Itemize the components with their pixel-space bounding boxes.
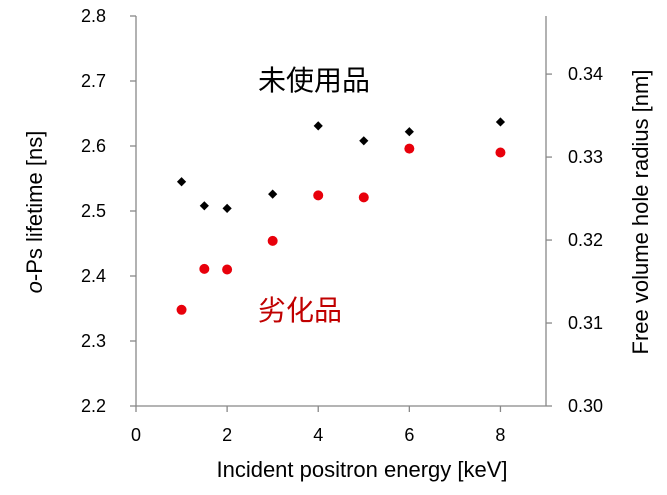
- y-axis-left-title-rest: -Ps lifetime [ns]: [22, 131, 47, 281]
- y-right-tick-label: 0.34: [568, 64, 603, 84]
- circle-point: [495, 147, 506, 158]
- y-axis-left-title: o-Ps lifetime [ns]: [22, 131, 47, 294]
- annotation-degraded: 劣化品: [258, 294, 342, 327]
- y-left-tick-label: 2.2: [81, 396, 106, 416]
- y-left-tick-label: 2.3: [81, 331, 106, 351]
- diamond-point: [359, 136, 369, 146]
- x-ticks: 0 2 4 6 8: [131, 406, 505, 445]
- circle-point: [313, 190, 324, 201]
- diamond-point: [313, 121, 323, 131]
- diamond-point: [199, 201, 209, 211]
- diamond-point: [495, 117, 506, 127]
- y-left-tick-label: 2.7: [81, 71, 106, 91]
- x-tick-label: 8: [495, 425, 505, 445]
- diamond-point: [404, 127, 414, 137]
- y-right-tick-label: 0.32: [568, 230, 603, 250]
- y-right-tick-label: 0.30: [568, 396, 603, 416]
- diamond-point: [222, 203, 232, 213]
- y-right-ticks: 0.30 0.31 0.32 0.33 0.34: [546, 64, 603, 416]
- x-tick-label: 2: [222, 425, 232, 445]
- circle-point: [199, 263, 210, 274]
- circle-point: [358, 192, 369, 203]
- x-tick-label: 6: [404, 425, 414, 445]
- circle-point: [222, 264, 233, 275]
- circle-point: [404, 143, 415, 154]
- diamond-point: [268, 189, 278, 199]
- circle-point: [176, 304, 187, 315]
- annotation-unused: 未使用品: [258, 64, 370, 97]
- y-axis-left-title-prefix: o: [22, 281, 47, 293]
- y-left-tick-label: 2.6: [81, 136, 106, 156]
- diamond-point: [176, 177, 187, 187]
- y-left-ticks: 2.2 2.3 2.4 2.5 2.6 2.7 2.8: [81, 6, 136, 416]
- y-left-tick-label: 2.8: [81, 6, 106, 26]
- x-axis-title: Incident positron energy [keV]: [216, 457, 507, 482]
- y-left-tick-label: 2.4: [81, 266, 106, 286]
- x-tick-label: 4: [313, 425, 323, 445]
- data-points: [176, 117, 506, 315]
- y-left-tick-label: 2.5: [81, 201, 106, 221]
- x-tick-label: 0: [131, 425, 141, 445]
- y-right-tick-label: 0.33: [568, 147, 603, 167]
- y-axis-right-title: Free volume hole radius [nm]: [628, 70, 653, 355]
- y-right-tick-label: 0.31: [568, 313, 603, 333]
- circle-point: [267, 235, 278, 246]
